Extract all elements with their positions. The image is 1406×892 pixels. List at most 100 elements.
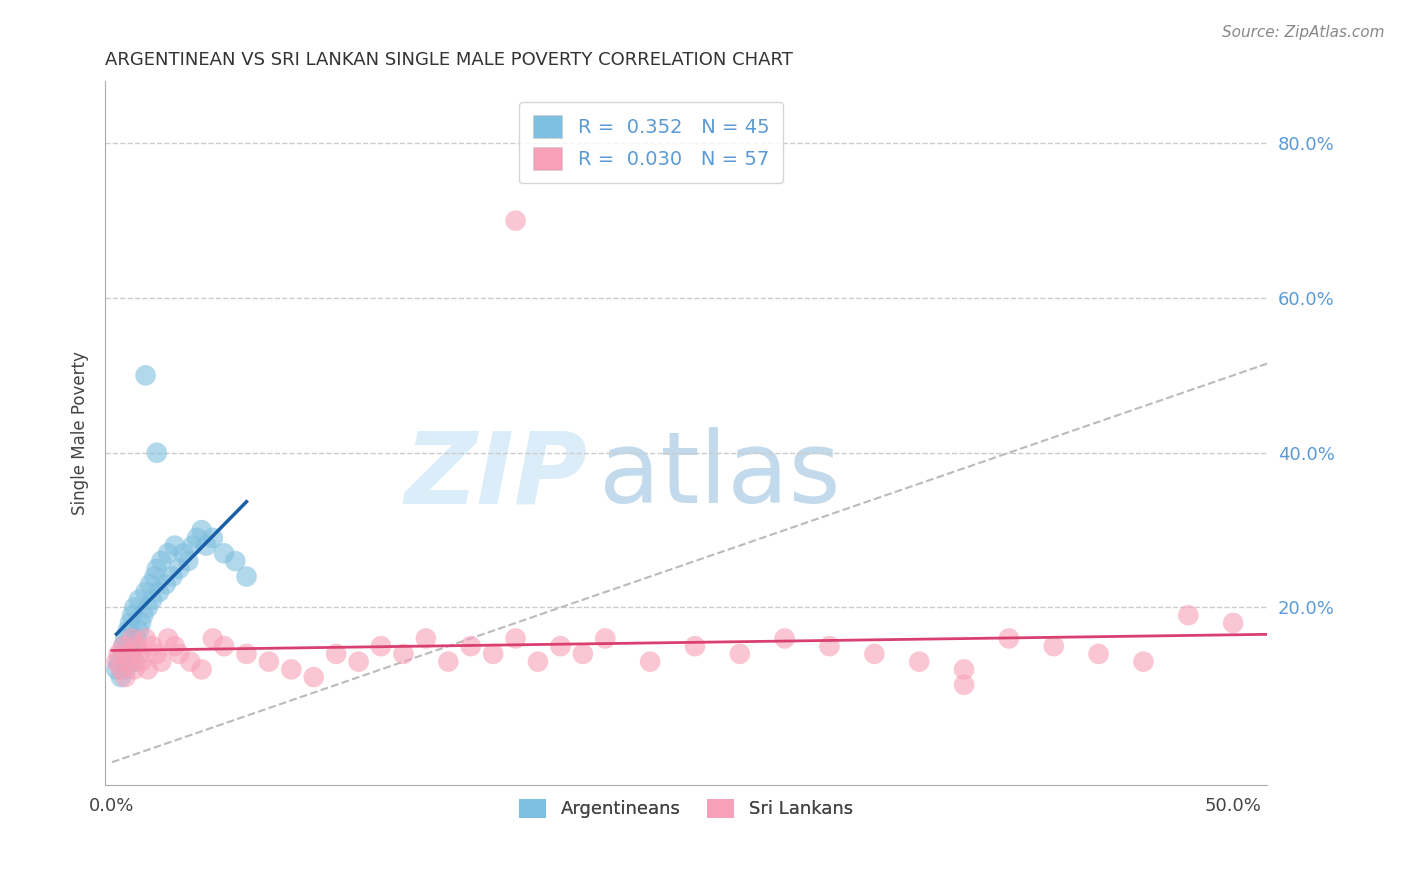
Point (224, 554, 246, 568)
Point (212, 546, 235, 560)
Point (302, 670, 325, 684)
Point (117, 647, 139, 661)
Legend: Argentineans, Sri Lankans: Argentineans, Sri Lankans (512, 791, 860, 826)
Point (146, 446, 169, 460)
Point (107, 647, 129, 661)
Point (132, 608, 155, 623)
Point (235, 569, 257, 583)
Point (863, 647, 886, 661)
Point (110, 670, 132, 684)
Point (179, 655, 201, 669)
Point (124, 600, 146, 615)
Point (527, 655, 550, 669)
Text: ZIP: ZIP (405, 427, 588, 524)
Point (195, 539, 218, 553)
Point (155, 577, 177, 591)
Point (638, 655, 661, 669)
Point (135, 585, 157, 599)
Point (118, 647, 141, 661)
Point (156, 546, 179, 560)
Text: ARGENTINEAN VS SRI LANKAN SINGLE MALE POVERTY CORRELATION CHART: ARGENTINEAN VS SRI LANKAN SINGLE MALE PO… (105, 51, 793, 69)
Point (482, 647, 505, 661)
Point (728, 647, 751, 661)
Point (181, 539, 204, 553)
Point (128, 592, 150, 607)
Point (505, 213, 527, 227)
Point (105, 662, 128, 676)
Point (572, 647, 595, 661)
Point (190, 662, 212, 676)
Point (121, 632, 143, 646)
Point (162, 569, 184, 583)
Point (136, 662, 159, 676)
Point (370, 639, 392, 653)
Point (124, 662, 146, 676)
Point (129, 615, 152, 630)
Point (139, 577, 162, 591)
Point (121, 608, 143, 623)
Point (235, 647, 257, 661)
Point (460, 639, 482, 653)
Point (173, 546, 195, 560)
Point (683, 639, 706, 653)
Point (773, 632, 796, 646)
Point (550, 639, 572, 653)
Point (1132, 655, 1154, 669)
Point (114, 632, 136, 646)
Point (1042, 639, 1064, 653)
Point (257, 655, 280, 669)
Point (953, 678, 976, 692)
Point (156, 632, 179, 646)
Point (129, 655, 152, 669)
Point (118, 615, 141, 630)
Point (141, 639, 163, 653)
Point (114, 662, 136, 676)
Point (201, 531, 224, 545)
Point (135, 632, 157, 646)
Point (818, 639, 841, 653)
Point (148, 585, 170, 599)
Point (1177, 608, 1199, 623)
Point (1087, 647, 1109, 661)
Point (112, 647, 135, 661)
Point (146, 562, 169, 576)
Point (121, 639, 143, 653)
Point (593, 632, 616, 646)
Point (190, 523, 212, 537)
Point (186, 531, 208, 545)
Point (143, 569, 166, 583)
Point (105, 655, 128, 669)
Point (392, 647, 415, 661)
Point (347, 655, 370, 669)
Point (953, 662, 976, 676)
Point (141, 592, 163, 607)
Point (437, 655, 460, 669)
Point (136, 600, 159, 615)
Point (110, 662, 132, 676)
Point (167, 647, 190, 661)
Point (150, 554, 173, 568)
Point (163, 639, 186, 653)
Point (167, 562, 190, 576)
Point (415, 632, 437, 646)
Point (107, 655, 129, 669)
Point (117, 624, 139, 638)
Point (114, 670, 136, 684)
Point (135, 368, 157, 383)
Point (118, 655, 141, 669)
Point (908, 655, 931, 669)
Point (163, 539, 186, 553)
Point (117, 655, 139, 669)
Point (1222, 615, 1244, 630)
Y-axis label: Single Male Poverty: Single Male Poverty (72, 351, 89, 516)
Point (112, 639, 135, 653)
Point (150, 655, 173, 669)
Point (201, 632, 224, 646)
Point (505, 632, 527, 646)
Point (212, 639, 235, 653)
Point (112, 639, 135, 653)
Point (125, 632, 148, 646)
Point (280, 662, 302, 676)
Point (125, 639, 148, 653)
Point (128, 624, 150, 638)
